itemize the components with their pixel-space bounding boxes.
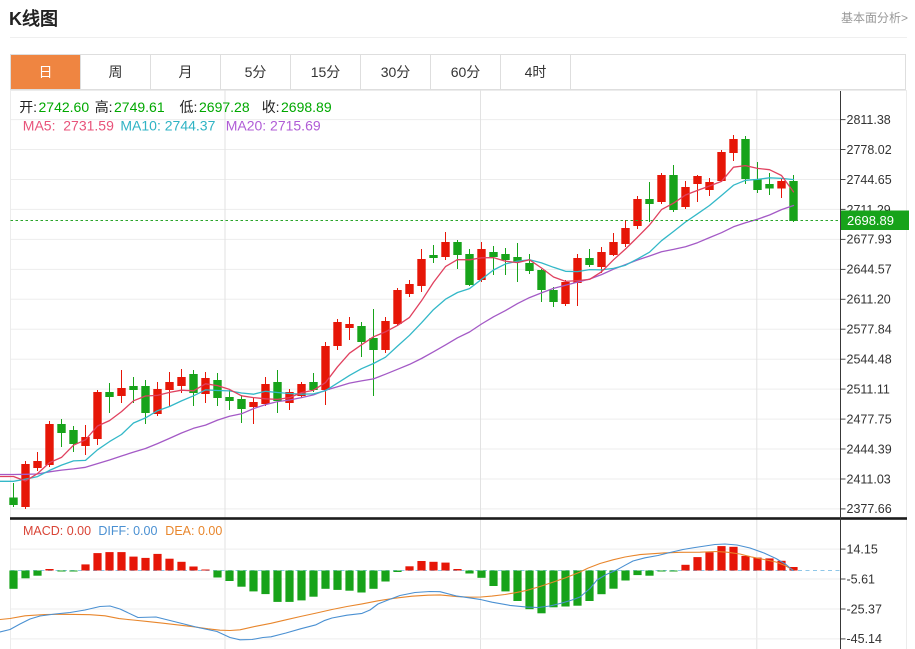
svg-text:2411.03: 2411.03 [847,472,891,486]
svg-text:2544.48: 2544.48 [847,353,892,367]
svg-text:-25.37: -25.37 [847,602,882,616]
svg-text:收:: 收: [262,99,280,115]
svg-text:MA20: 2715.69: MA20: 2715.69 [226,118,321,134]
svg-text:14.15: 14.15 [847,542,878,556]
svg-text:开:: 开: [19,99,37,115]
svg-text:-45.14: -45.14 [847,632,882,646]
svg-text:DIFF: 0.00: DIFF: 0.00 [98,524,157,538]
svg-text:2377.66: 2377.66 [847,502,892,516]
svg-text:2444.39: 2444.39 [847,442,892,456]
svg-text:2698.89: 2698.89 [281,99,332,115]
svg-text:2698.89: 2698.89 [847,213,894,228]
svg-text:2644.57: 2644.57 [847,263,892,277]
svg-text:2577.84: 2577.84 [847,323,892,337]
svg-text:MA5: 2731.59: MA5: 2731.59 [23,118,114,134]
svg-text:MACD: 0.00: MACD: 0.00 [23,524,91,538]
svg-text:2749.61: 2749.61 [114,99,165,115]
svg-text:DEA: 0.00: DEA: 0.00 [165,524,222,538]
svg-text:高:: 高: [95,99,113,115]
svg-text:2677.93: 2677.93 [847,233,892,247]
svg-text:2742.60: 2742.60 [39,99,90,115]
svg-text:-5.61: -5.61 [847,572,876,586]
svg-text:2778.02: 2778.02 [847,143,892,157]
svg-text:2511.11: 2511.11 [847,382,890,396]
svg-text:MA10: 2744.37: MA10: 2744.37 [120,118,215,134]
svg-text:2811.38: 2811.38 [847,113,891,127]
svg-text:2611.20: 2611.20 [847,293,891,307]
svg-text:低:: 低: [180,99,198,115]
svg-text:2744.65: 2744.65 [847,173,892,187]
svg-text:2697.28: 2697.28 [199,99,250,115]
svg-text:2477.75: 2477.75 [847,412,892,426]
